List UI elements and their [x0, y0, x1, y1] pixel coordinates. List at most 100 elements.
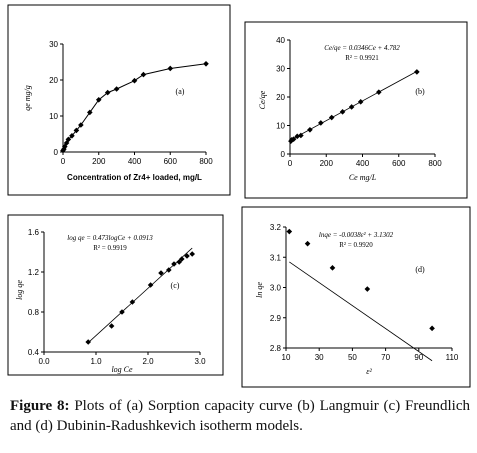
panel-b-label: (b) — [415, 87, 425, 96]
plot-b: 0 200 400 600 800 0 10 20 30 40 Ce mg/L Ce/qe (b) Ce/… — [258, 36, 442, 182]
panel-c-x-tick-label: 3.0 — [194, 357, 206, 366]
panel-a-x-tick-label: 400 — [128, 157, 142, 166]
plot-a: 0 200 400 600 800 0 10 20 30 Concentration of Zr4… — [23, 40, 213, 182]
panel-b-y-tick-label: 10 — [276, 122, 285, 131]
panel-c-data-point — [184, 253, 190, 259]
panel-d-y-tick-label: 3.2 — [270, 223, 282, 232]
panel-b-x-tick-label: 0 — [288, 159, 293, 168]
plot-c: 0.0 1.0 2.0 3.0 0.4 0.8 1.2 1.6 log Ce log qe (c) l… — [15, 228, 206, 374]
panel-b-y-tick-label: 30 — [276, 65, 285, 74]
panel-b-frame — [244, 21, 468, 199]
panel-b-data-point — [294, 133, 301, 140]
panel-a-data-point — [73, 127, 80, 134]
panel-c-data-point — [189, 251, 195, 257]
panel-d-fit-line — [289, 261, 433, 362]
panel-b-x-tick-label: 600 — [392, 159, 406, 168]
panel-b-fit-line — [290, 70, 418, 141]
panel-c-data-point — [119, 309, 125, 315]
panel-a: 0 200 400 600 800 0 10 20 30 Concentration of Zr4… — [7, 4, 231, 196]
panel-b-y-tick-label: 40 — [276, 36, 285, 45]
panel-d-y-axis-label: ln qe — [255, 282, 264, 298]
panel-a-frame — [7, 4, 231, 196]
panel-a-data-point — [78, 122, 84, 128]
panel-c-data-point — [129, 299, 136, 305]
panel-b-data-point — [348, 104, 355, 110]
panel-d-r-squared: R² = 0.9920 — [339, 241, 373, 249]
panel-b-r-squared: R² = 0.9921 — [345, 54, 379, 62]
panel-a-data-point — [131, 77, 138, 84]
panel-a-y-tick-label: 0 — [54, 148, 59, 157]
panel-d-y-tick-label: 3.1 — [270, 253, 282, 262]
panel-a-data-point — [61, 143, 68, 150]
panel-a-data-point — [140, 71, 147, 78]
panel-d-y-tick-label: 2.9 — [270, 314, 282, 323]
panel-c-y-tick-label: 1.2 — [28, 268, 40, 277]
panel-a-y-tick-label: 10 — [49, 112, 58, 121]
panel-b-equation: Ce/qe = 0.0346Ce + 4.782 — [324, 44, 400, 52]
panel-b-y-tick-label: 20 — [276, 93, 285, 102]
panel-c-y-tick-label: 0.8 — [28, 308, 40, 317]
panel-b-x-axis-label: Ce mg/L — [349, 173, 377, 182]
panel-d-y-tick-label: 3.0 — [270, 284, 282, 293]
panel-c-data-point — [158, 270, 164, 276]
panel-c-label: (c) — [171, 281, 180, 290]
figure-caption-label: Figure 8: — [10, 398, 70, 414]
panel-c-fit-line — [87, 247, 193, 343]
panel-c-x-tick-label: 1.0 — [90, 357, 102, 366]
panel-a-x-tick-label: 0 — [61, 157, 66, 166]
panel-c: 0.0 1.0 2.0 3.0 0.4 0.8 1.2 1.6 log Ce log qe (c) l… — [7, 214, 224, 376]
panel-d-label: (d) — [415, 265, 425, 274]
panel-b-data-point — [339, 109, 346, 115]
panel-c-y-tick-label: 0.4 — [28, 348, 40, 357]
panel-d: 10 30 50 70 90 110 2.8 2.9 3.0 3.1 3.2 ε² ln qe (d) ln… — [241, 206, 471, 388]
panel-c-data-point — [108, 323, 115, 329]
panel-b-y-axis-label: Ce/qe — [258, 90, 267, 109]
panel-a-x-axis-label: Concentration of Zr4+ loaded, mg/L — [67, 173, 202, 182]
plot-d: 10 30 50 70 90 110 2.8 2.9 3.0 3.1 3.2 ε² ln qe (d) ln… — [255, 223, 459, 376]
panel-d-x-tick-label: 50 — [348, 353, 357, 362]
panel-d-data-point — [429, 325, 435, 332]
panel-c-data-point — [166, 267, 172, 273]
panel-d-x-tick-label: 30 — [315, 353, 324, 362]
panel-d-frame — [241, 206, 471, 388]
panel-c-r-squared: R² = 0.9919 — [93, 244, 127, 252]
panel-d-data-point — [304, 240, 311, 247]
panel-c-data-point — [171, 261, 177, 267]
panel-a-y-axis-label: qe mg/g — [23, 85, 32, 111]
panel-a-data-point — [69, 133, 75, 139]
panel-b-x-tick-label: 800 — [428, 159, 442, 168]
panel-c-y-axis-label: log qe — [15, 280, 24, 300]
figure-caption-text: Plots of (a) Sorption capacity curve (b)… — [10, 398, 471, 434]
panel-b-x-tick-label: 200 — [320, 159, 334, 168]
panel-a-data-point — [87, 109, 93, 116]
panel-a-data-point — [95, 97, 102, 103]
panel-b-x-tick-label: 400 — [356, 159, 370, 168]
panel-d-x-tick-label: 10 — [282, 353, 291, 362]
panel-b-data-point — [318, 120, 324, 126]
panel-d-data-point — [329, 265, 336, 271]
panel-a-data-point — [104, 89, 111, 96]
panel-d-data-point — [364, 286, 371, 292]
panel-a-x-tick-label: 200 — [92, 157, 106, 166]
panel-c-data-point — [147, 282, 154, 288]
panel-a-data-point — [203, 61, 209, 67]
panel-a-data-point — [113, 86, 120, 92]
panel-a-y-tick-label: 30 — [49, 40, 58, 49]
panel-b-data-point — [376, 89, 382, 95]
panel-d-equation: lnqe = -0.0038ε² + 3.1302 — [319, 231, 394, 239]
panel-b-data-point — [414, 69, 420, 75]
panel-c-x-tick-label: 0.0 — [38, 357, 50, 366]
panel-c-y-tick-label: 1.6 — [28, 228, 40, 237]
panel-b: 0 200 400 600 800 0 10 20 30 40 Ce mg/L Ce/qe (b) Ce/… — [244, 21, 468, 199]
panel-c-frame — [7, 214, 224, 376]
panel-d-x-tick-label: 90 — [414, 353, 423, 362]
panel-c-equation: log qe = 0.473logCe + 0.0913 — [67, 234, 153, 242]
figure-caption: Figure 8: Plots of (a) Sorption capacity… — [10, 396, 470, 436]
panel-a-data-point — [167, 65, 174, 72]
panel-c-x-tick-label: 2.0 — [142, 357, 154, 366]
panel-b-data-point — [357, 99, 364, 105]
panel-d-x-tick-label: 110 — [446, 353, 459, 362]
panel-d-data-point — [286, 228, 293, 235]
panel-b-data-point — [307, 126, 313, 133]
